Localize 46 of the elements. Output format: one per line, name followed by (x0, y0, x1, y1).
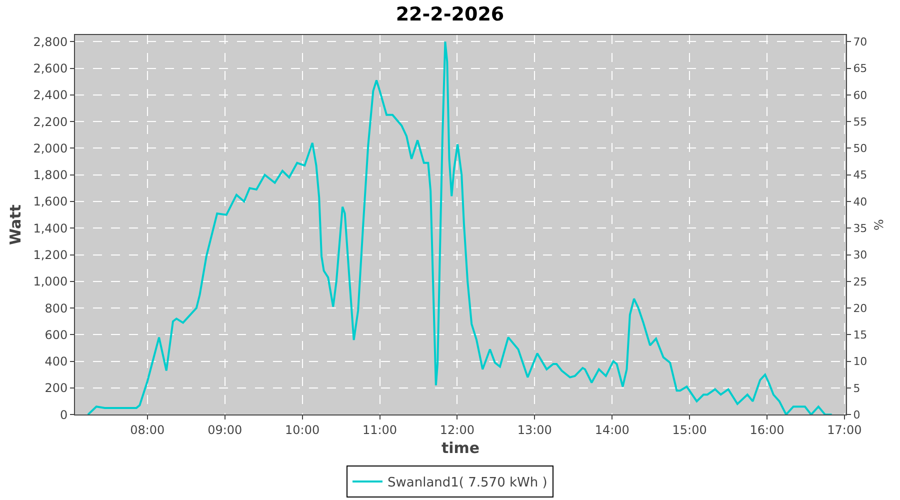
y-tick-label: 1,600 (33, 194, 68, 209)
y-tick-label: 2,000 (33, 141, 68, 156)
y2-tick-label: 45 (853, 168, 868, 182)
y2-tick-label: 35 (853, 222, 868, 235)
y-tick-label: 800 (44, 301, 68, 316)
y2-tick-label: 50 (853, 142, 868, 156)
line-series (87, 40, 833, 415)
y2-tick-label: 30 (853, 248, 868, 262)
x-tick-label: 08:00 (130, 423, 165, 437)
x-axis-title: time (441, 439, 480, 457)
y-tick-label: 2,600 (33, 62, 68, 76)
chart-title: 22-2-2026 (396, 4, 504, 26)
legend-label: Swanland1( 7.570 kWh ) (388, 476, 548, 491)
x-tick-label: 15:00 (672, 423, 707, 437)
y2-tick-label: 5 (853, 382, 860, 395)
y2-tick-label: 25 (853, 275, 868, 288)
y2-tick-label: 40 (853, 195, 868, 208)
y-tick-label: 2,200 (33, 114, 68, 129)
y-tick-label: 400 (44, 354, 68, 369)
y2-tick-label: 55 (853, 115, 868, 128)
y2-tick-label: 20 (853, 302, 868, 315)
x-tick-label: 17:00 (827, 423, 862, 437)
y2-tick-label: 0 (853, 408, 860, 422)
y2-tick-label: 70 (853, 36, 868, 49)
x-tick-label: 10:00 (285, 423, 320, 437)
x-tick-label: 09:00 (208, 423, 242, 437)
y-tick-label: 2,800 (33, 34, 68, 49)
x-tick-label: 14:00 (594, 423, 630, 437)
x-tick-label: 13:00 (517, 423, 552, 437)
y-tick-label: 0 (60, 408, 68, 422)
y-axis-title: Watt (6, 204, 24, 246)
y-tick-label: 2,400 (33, 88, 68, 102)
y2-tick-label: 10 (853, 355, 868, 368)
y-tick-label: 1,400 (33, 221, 68, 236)
y-tick-label: 600 (44, 328, 68, 342)
x-tick-label: 12:00 (440, 423, 475, 437)
y-tick-label: 1,200 (33, 248, 68, 262)
y-tick-label: 1,800 (33, 168, 68, 182)
y2-axis-title: % (872, 219, 886, 231)
y2-tick-label: 60 (853, 88, 868, 102)
y-tick-label: 1,000 (33, 274, 68, 289)
y-tick-label: 200 (44, 381, 68, 396)
y2-tick-label: 15 (853, 328, 868, 342)
x-tick-label: 11:00 (362, 423, 398, 437)
x-tick-label: 16:00 (750, 423, 784, 437)
y2-tick-label: 65 (853, 62, 868, 76)
